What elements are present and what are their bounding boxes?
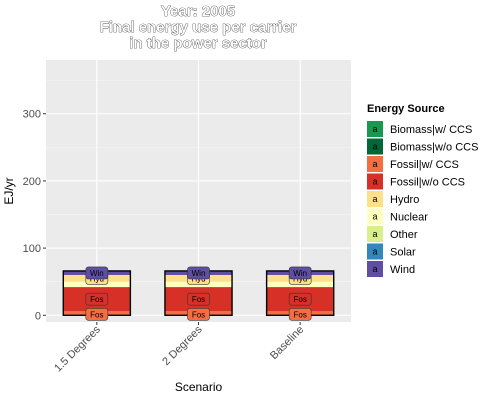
bar-label-text: Fos (293, 310, 306, 319)
legend-key-text: a (372, 264, 377, 274)
bar-label: Fos (288, 307, 312, 321)
legend-key-text: a (372, 142, 377, 152)
legend-label: Fossil|w/ CCS (390, 159, 459, 171)
legend-label: Solar (390, 247, 416, 259)
bar-label-box (288, 266, 312, 280)
bar-label-box (187, 307, 210, 321)
legend-label: Hydro (390, 194, 419, 206)
bar-label: Fos (85, 292, 109, 306)
x-tick-label: 2 Degrees (160, 323, 205, 368)
bar-label: Fos (187, 307, 210, 321)
legend-item: a Solar (367, 243, 416, 260)
legend-key (367, 191, 383, 207)
y-tick-label: 300 (23, 109, 41, 121)
bar-label-text: Win (192, 269, 206, 278)
x-axis: 1.5 Degrees 2 Degrees Baseline (52, 322, 306, 375)
bar-label: Fos (288, 292, 312, 306)
legend-key-text: a (372, 177, 377, 187)
legend-item: a Hydro (367, 191, 419, 207)
bar-label-box (288, 307, 312, 321)
legend-item: a Nuclear (367, 208, 428, 225)
legend-key (367, 173, 383, 190)
legend-item: a Wind (367, 261, 415, 277)
legend-label: Biomass|w/o CCS (390, 142, 478, 154)
bar-label-box (85, 307, 109, 321)
legend: Energy Source a Biomass|w/ CCS a Biomass|w/o… (367, 103, 478, 277)
legend-key (367, 138, 383, 155)
legend-key-text: a (372, 247, 377, 257)
x-axis-title: Scenario (175, 380, 223, 394)
y-axis-title: EJ/yr (2, 177, 16, 204)
legend-key (367, 261, 383, 277)
legend-key-text: a (372, 212, 377, 222)
bar-label-text: Fos (90, 295, 103, 304)
legend-key (367, 226, 383, 242)
legend-key (367, 243, 383, 260)
legend-key (367, 121, 383, 137)
legend-item: a Fossil|w/o CCS (367, 173, 465, 190)
legend-label: Other (390, 229, 418, 241)
bar-label-box (187, 266, 210, 280)
title-line: Final energy use per carrier (100, 19, 297, 36)
y-axis: 0 100 200 300 (23, 109, 46, 322)
bars: FosFosHydWinFosFosHydWinFosFosHydWin (62, 266, 335, 321)
legend-key (367, 156, 383, 172)
bar-label-box (187, 292, 210, 306)
bar-label: Win (85, 266, 109, 280)
legend-title: Energy Source (367, 103, 445, 115)
bar-label-box (288, 292, 312, 306)
legend-label: Nuclear (390, 212, 428, 224)
legend-key-text: a (372, 124, 377, 134)
title-line: in the power sector (129, 35, 267, 52)
bar-label: Fos (187, 292, 210, 306)
legend-item: a Other (367, 226, 418, 242)
legend-item: a Fossil|w/ CCS (367, 156, 459, 172)
legend-item: a Biomass|w/o CCS (367, 138, 478, 155)
bar-label-text: Fos (90, 310, 103, 319)
bar-label-text: Fos (293, 295, 306, 304)
legend-key-text: a (372, 159, 377, 169)
bar-label-text: Fos (192, 310, 205, 319)
title-line: Year: 2005 (161, 3, 235, 20)
y-tick-label: 100 (23, 243, 41, 255)
x-tick-label: Baseline (268, 324, 306, 362)
x-tick-label: 1.5 Degrees (52, 323, 103, 374)
bar-label-box (85, 292, 109, 306)
legend-key (367, 208, 383, 225)
bar-label: Win (187, 266, 210, 280)
bar-label: Fos (85, 307, 109, 321)
legend-key-text: a (372, 229, 377, 239)
legend-label: Wind (390, 264, 415, 276)
legend-label: Fossil|w/o CCS (390, 177, 465, 189)
y-tick-label: 0 (35, 310, 41, 322)
bar-label-box (85, 266, 109, 280)
bar-label: Win (288, 266, 312, 280)
bar-label-text: Fos (192, 295, 205, 304)
legend-item: a Biomass|w/ CCS (367, 121, 472, 137)
y-tick-label: 200 (23, 176, 41, 188)
bar-label-text: Win (293, 269, 307, 278)
bar-label-text: Win (90, 269, 104, 278)
legend-key-text: a (372, 194, 377, 204)
legend-label: Biomass|w/ CCS (390, 124, 472, 136)
